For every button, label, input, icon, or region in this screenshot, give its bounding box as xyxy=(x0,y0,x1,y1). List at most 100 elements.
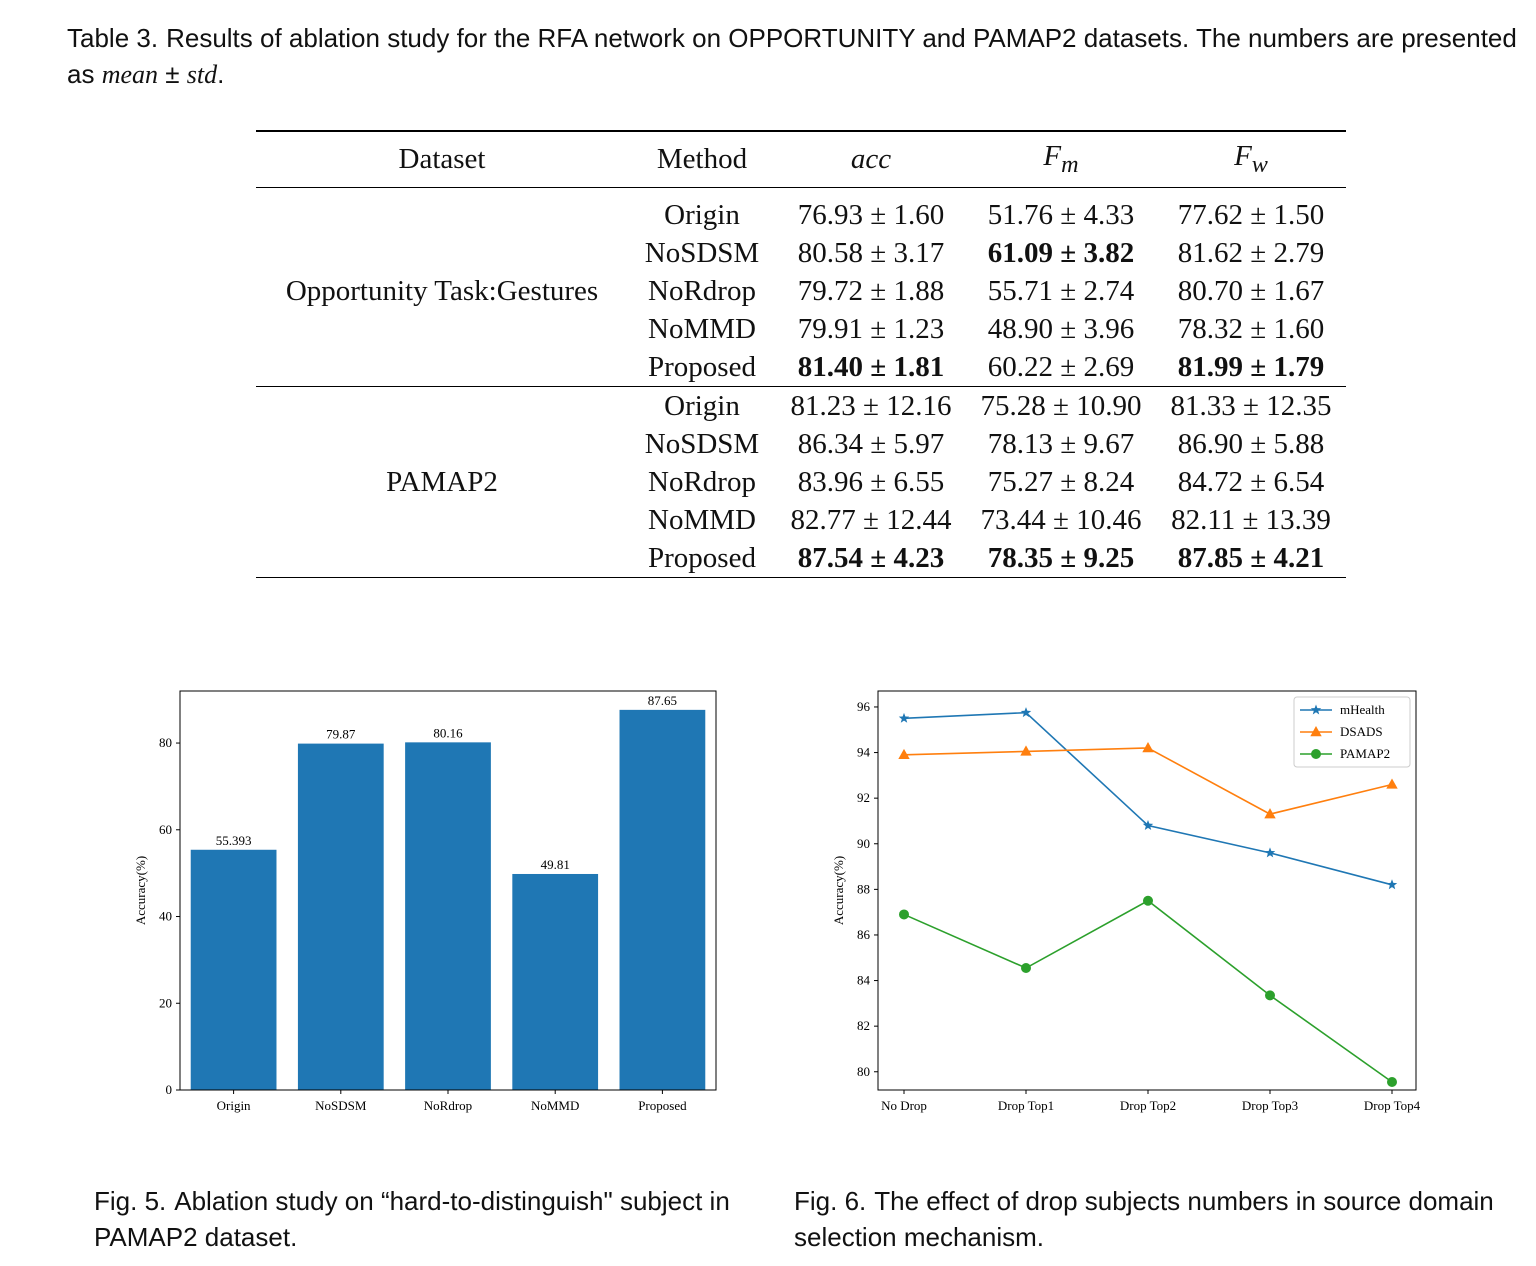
acc-cell: 80.58 ± 3.17 xyxy=(797,236,945,269)
data-point-mhealth xyxy=(898,712,910,723)
method-cell: NoMMD xyxy=(648,503,756,536)
data-point-pamap2 xyxy=(1021,963,1031,974)
ablation-table: Dataset Method acc Fm Fw Opportunity Tas… xyxy=(256,130,1346,578)
fw-cell: 84.72 ± 6.54 xyxy=(1177,465,1325,498)
table-row: NoMMD 82.77 ± 12.44 73.44 ± 10.46 82.11 … xyxy=(256,501,1346,539)
header-fw-sub: w xyxy=(1251,150,1268,178)
table-row: NoRdrop 79.72 ± 1.88 55.71 ± 2.74 80.70 … xyxy=(256,272,1346,310)
fig5-caption-label: Fig. 5. xyxy=(94,1186,167,1216)
fw-cell-best: 87.85 ± 4.21 xyxy=(1177,541,1325,574)
table-row: NoMMD 79.91 ± 1.23 48.90 ± 3.96 78.32 ± … xyxy=(256,310,1346,348)
fm-cell-best: 61.09 ± 3.82 xyxy=(987,236,1135,269)
method-cell: Proposed xyxy=(648,350,756,383)
legend-marker-pamap2 xyxy=(1311,749,1321,759)
fig6-caption-label: Fig. 6. xyxy=(794,1186,867,1216)
acc-cell: 79.91 ± 1.23 xyxy=(797,312,945,345)
acc-cell: 81.23 ± 12.16 xyxy=(790,389,952,422)
header-fm-base: F xyxy=(1043,140,1062,173)
x-tick-label: Origin xyxy=(217,1098,251,1113)
fw-cell: 81.33 ± 12.35 xyxy=(1170,389,1332,422)
data-point-mhealth xyxy=(1264,847,1276,858)
fm-cell: 73.44 ± 10.46 xyxy=(980,503,1142,536)
data-point-dsads xyxy=(898,748,910,760)
header-fm-sub: m xyxy=(1061,150,1079,178)
x-tick-label: Drop Top3 xyxy=(1242,1098,1298,1113)
fig6-caption: Fig. 6. The effect of drop subjects numbe… xyxy=(794,1183,1514,1255)
y-tick-label: 80 xyxy=(159,735,172,750)
fm-cell: 78.13 ± 9.67 xyxy=(987,427,1135,460)
acc-cell-best: 87.54 ± 4.23 xyxy=(797,541,945,574)
fm-cell: 60.22 ± 2.69 xyxy=(987,350,1135,383)
plot-frame xyxy=(179,690,717,1091)
table-row: PAMAP2 Origin 81.23 ± 12.16 75.28 ± 10.9… xyxy=(256,387,1346,498)
fig6-caption-text: The effect of drop subjects numbers in s… xyxy=(794,1186,1494,1252)
fm-cell: 55.71 ± 2.74 xyxy=(987,274,1135,307)
caption-std: std xyxy=(186,60,218,89)
fm-cell: 75.28 ± 10.90 xyxy=(980,389,1142,422)
y-tick-label: 80 xyxy=(857,1064,870,1079)
fig5-caption: Fig. 5. Ablation study on “hard-to-distin… xyxy=(94,1183,794,1255)
table-row: NoSDSM 86.34 ± 5.97 78.13 ± 9.67 86.90 ±… xyxy=(256,425,1346,463)
table-caption-label: Table 3. xyxy=(67,23,159,53)
method-cell: NoSDSM xyxy=(644,427,760,460)
fm-cell: 75.27 ± 8.24 xyxy=(987,465,1135,498)
table-row: Proposed 81.40 ± 1.81 60.22 ± 2.69 81.99… xyxy=(256,348,1346,387)
bar xyxy=(619,709,706,1090)
data-point-dsads xyxy=(1386,778,1398,789)
legend-label-pamap2: PAMAP2 xyxy=(1340,746,1390,761)
table-caption-text: Results of ablation study for the RFA ne… xyxy=(67,23,1517,89)
bar xyxy=(405,742,491,1090)
data-point-mhealth xyxy=(1020,707,1032,718)
table-header-row: Dataset Method acc Fm Fw xyxy=(256,131,1346,188)
y-tick-label: 86 xyxy=(857,927,871,942)
acc-cell: 82.77 ± 12.44 xyxy=(790,503,952,536)
y-tick-label: 82 xyxy=(857,1018,870,1033)
group-opportunity: Opportunity Task:Gestures Origin 76.93 ±… xyxy=(256,188,1346,387)
acc-cell: 83.96 ± 6.55 xyxy=(797,465,945,498)
y-tick-label: 40 xyxy=(159,909,172,924)
header-fw: Fw xyxy=(1156,131,1346,188)
y-axis-title: Accuracy(%) xyxy=(133,856,148,925)
method-cell: NoRdrop xyxy=(648,274,756,307)
plot-frame xyxy=(877,690,1417,1091)
method-cell: NoRdrop xyxy=(648,465,756,498)
fw-cell: 86.90 ± 5.88 xyxy=(1177,427,1325,460)
fm-cell: 48.90 ± 3.96 xyxy=(987,312,1135,345)
header-acc: acc xyxy=(850,143,892,175)
bar-value-label: 79.87 xyxy=(326,727,356,742)
legend-marker-dsads xyxy=(1310,726,1322,737)
method-cell: Proposed xyxy=(648,541,756,574)
fw-cell: 80.70 ± 1.67 xyxy=(1177,274,1325,307)
y-tick-label: 20 xyxy=(159,995,172,1010)
y-tick-label: 88 xyxy=(857,881,870,896)
data-point-mhealth xyxy=(1142,820,1154,830)
bar xyxy=(512,873,599,1090)
y-tick-label: 96 xyxy=(857,699,871,714)
legend-box xyxy=(1293,696,1411,768)
bar-value-label: 80.16 xyxy=(433,725,463,740)
x-tick-label: Drop Top4 xyxy=(1364,1098,1421,1113)
series-line-pamap2 xyxy=(903,899,1393,1083)
fm-cell-best: 78.35 ± 9.25 xyxy=(987,541,1135,574)
caption-mean: mean xyxy=(101,60,159,89)
drop-subjects-line-chart: 80 82 84 86 88 90 92 94 96 No Drop Drop Top1 Drop T… xyxy=(831,690,1421,1113)
y-tick-label: 90 xyxy=(857,836,870,851)
fw-cell: 77.62 ± 1.50 xyxy=(1177,198,1325,231)
y-tick-label: 84 xyxy=(857,973,871,988)
x-tick-label: NoRdrop xyxy=(424,1098,472,1113)
caption-pm: ± xyxy=(165,59,180,89)
x-tick-label: Proposed xyxy=(638,1098,687,1113)
method-cell: Origin xyxy=(664,389,740,422)
table-row: NoRdrop 83.96 ± 6.55 75.27 ± 8.24 84.72 … xyxy=(256,463,1346,501)
x-tick-label: Drop Top2 xyxy=(1120,1098,1176,1113)
y-tick-label: 94 xyxy=(857,745,871,760)
header-dataset: Dataset xyxy=(398,143,486,175)
fw-cell-best: 81.99 ± 1.79 xyxy=(1177,350,1325,383)
method-cell: Origin xyxy=(664,198,740,231)
x-tick-label: NoMMD xyxy=(531,1098,579,1113)
dataset-cell: Opportunity Task:Gestures xyxy=(285,274,599,307)
method-cell: NoMMD xyxy=(648,312,756,345)
caption-end: . xyxy=(217,59,225,89)
legend-label-dsads: DSADS xyxy=(1340,724,1383,739)
bar-value-label: 55.393 xyxy=(216,833,252,848)
